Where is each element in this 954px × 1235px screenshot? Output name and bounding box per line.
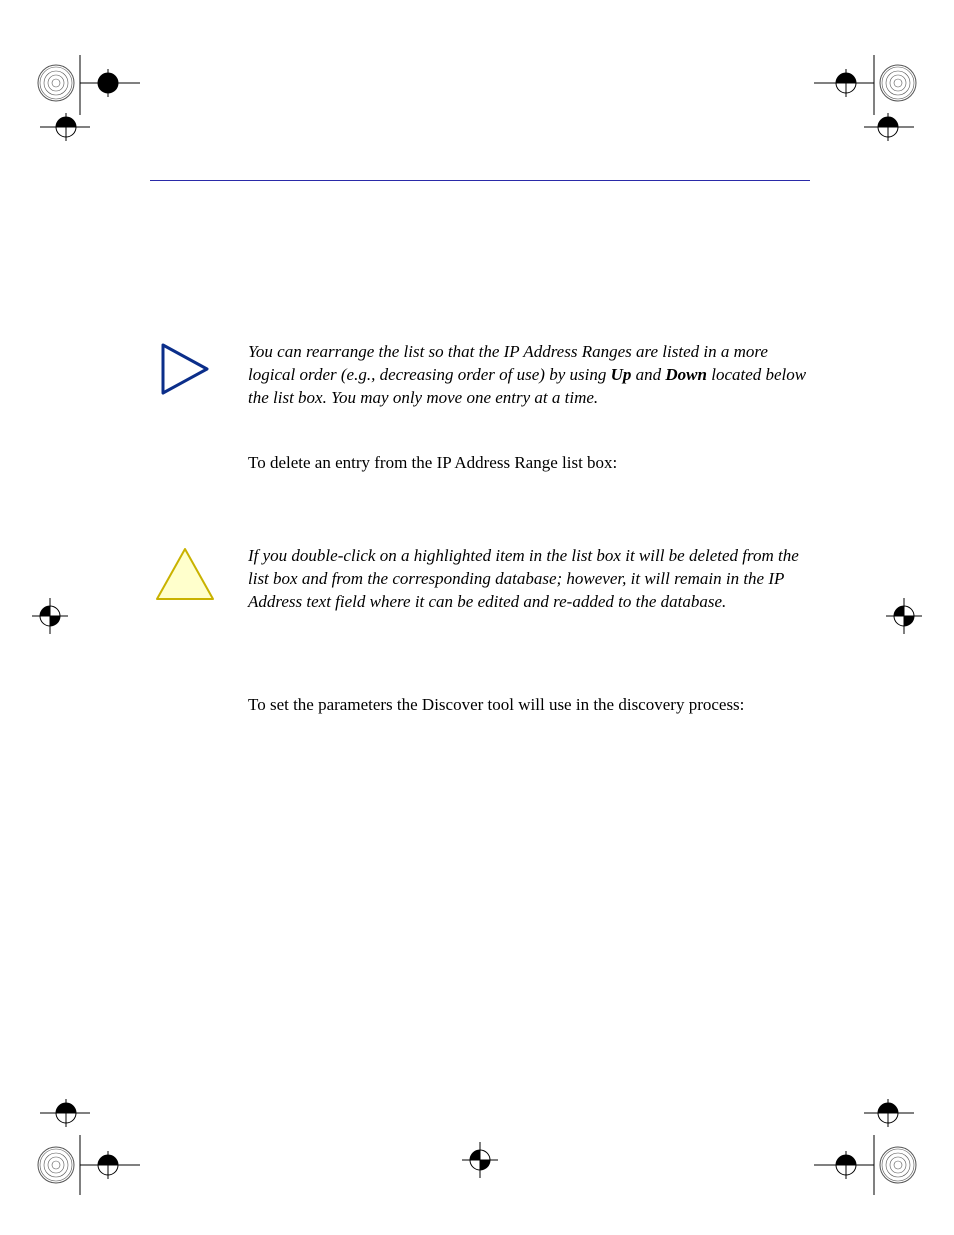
header-rule: [150, 180, 810, 181]
crop-mark-bottom-center: [440, 1140, 520, 1180]
caution-icon: [150, 545, 220, 605]
tip-text-bold1: Up: [611, 365, 632, 384]
crop-mark-bottom-left: [30, 1095, 140, 1195]
paragraph-delete-entry: To delete an entry from the IP Address R…: [248, 452, 810, 475]
caution-note: If you double-click on a highlighted ite…: [150, 545, 810, 614]
crop-mark-mid-left: [30, 596, 90, 636]
tip-text-bold2: Down: [665, 365, 707, 384]
paragraph-set-params: To set the parameters the Discover tool …: [248, 694, 810, 717]
crop-mark-top-left: [30, 55, 140, 155]
tip-icon: [150, 341, 220, 397]
page-content: You can rearrange the list so that the I…: [150, 180, 810, 717]
tip-text-mid: and: [631, 365, 665, 384]
crop-mark-mid-right: [864, 596, 924, 636]
crop-mark-top-right: [814, 55, 924, 155]
tip-text: You can rearrange the list so that the I…: [248, 341, 810, 410]
tip-note: You can rearrange the list so that the I…: [150, 341, 810, 410]
crop-mark-bottom-right: [814, 1095, 924, 1195]
caution-text: If you double-click on a highlighted ite…: [248, 545, 810, 614]
